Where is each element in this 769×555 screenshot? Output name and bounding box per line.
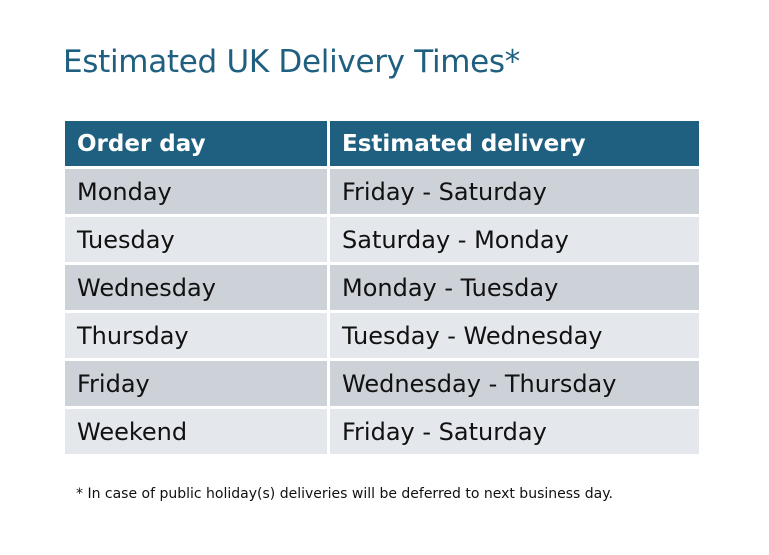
order-day-cell: Friday — [65, 361, 327, 406]
delivery-cell: Friday - Saturday — [330, 169, 699, 214]
table-row: Wednesday Monday - Tuesday — [65, 265, 699, 310]
header-order-day: Order day — [65, 121, 327, 166]
header-estimated-delivery: Estimated delivery — [330, 121, 699, 166]
order-day-cell: Monday — [65, 169, 327, 214]
order-day-cell: Weekend — [65, 409, 327, 454]
delivery-times-table: Order day Estimated delivery Monday Frid… — [62, 118, 702, 457]
delivery-cell: Friday - Saturday — [330, 409, 699, 454]
table-header-row: Order day Estimated delivery — [65, 121, 699, 166]
delivery-cell: Tuesday - Wednesday — [330, 313, 699, 358]
table-row: Monday Friday - Saturday — [65, 169, 699, 214]
table-row: Friday Wednesday - Thursday — [65, 361, 699, 406]
order-day-cell: Wednesday — [65, 265, 327, 310]
order-day-cell: Thursday — [65, 313, 327, 358]
footnote: * In case of public holiday(s) deliverie… — [76, 486, 613, 502]
order-day-cell: Tuesday — [65, 217, 327, 262]
delivery-cell: Monday - Tuesday — [330, 265, 699, 310]
delivery-cell: Wednesday - Thursday — [330, 361, 699, 406]
table-row: Tuesday Saturday - Monday — [65, 217, 699, 262]
table-row: Weekend Friday - Saturday — [65, 409, 699, 454]
delivery-cell: Saturday - Monday — [330, 217, 699, 262]
table-row: Thursday Tuesday - Wednesday — [65, 313, 699, 358]
page-title: Estimated UK Delivery Times* — [63, 44, 520, 80]
